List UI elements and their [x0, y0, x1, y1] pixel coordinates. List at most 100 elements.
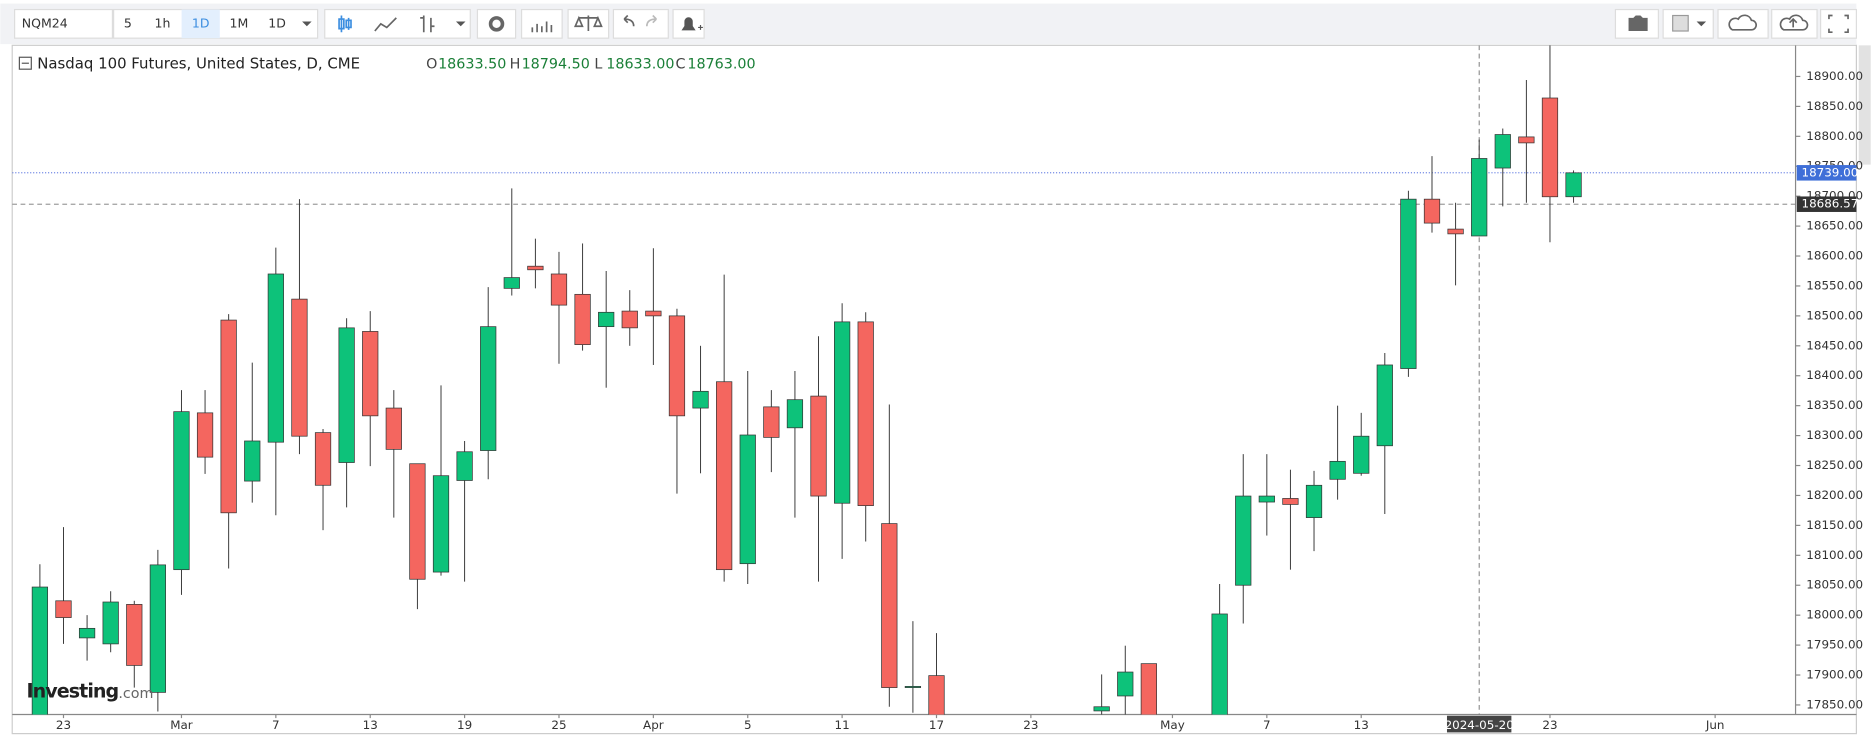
symbol: NQM24	[22, 15, 68, 30]
last-price-badge	[1796, 165, 1857, 181]
x-tick-label: 13	[363, 718, 378, 732]
y-tick-label: 18250.00	[1806, 458, 1863, 472]
y-tick-label: 18000.00	[1806, 608, 1863, 622]
candle-body	[314, 432, 332, 486]
candle-body	[786, 399, 804, 429]
y-tick-label: 18850.00	[1806, 99, 1863, 113]
candle-body	[621, 310, 638, 329]
camera-icon	[1628, 15, 1648, 32]
candle-body	[503, 277, 520, 289]
candle-icon[interactable]	[338, 15, 352, 33]
candle-body	[668, 315, 686, 417]
x-tick-label: 17	[929, 718, 944, 732]
candle-body	[409, 463, 426, 580]
y-tick-label: 18500.00	[1806, 308, 1863, 322]
y-tick-label: 18550.00	[1806, 278, 1863, 292]
candle-body	[763, 406, 780, 438]
chart-title: Nasdaq 100 Futures, United States, D, CM…	[37, 54, 360, 72]
y-tick-label: 18300.00	[1806, 428, 1863, 442]
y-tick-label: 18600.00	[1806, 249, 1863, 263]
symbol-box[interactable]	[14, 8, 114, 39]
cloud-icon	[1728, 14, 1757, 31]
watermark-brand: Investing	[27, 680, 119, 702]
candle-body	[1447, 228, 1464, 235]
ohlc-key: C	[675, 56, 685, 72]
line-icon[interactable]	[374, 17, 397, 32]
y-tick-label: 18450.00	[1806, 338, 1863, 352]
candle-body	[857, 321, 874, 506]
interval-button[interactable]: 1M	[229, 15, 248, 30]
candle-body	[432, 475, 450, 573]
plot-area	[12, 45, 1796, 715]
candle-body	[1258, 495, 1275, 503]
y-tick-label: 17850.00	[1806, 697, 1863, 711]
crosshair-x-label: 2024-05-20	[1445, 718, 1514, 732]
candle-body	[362, 331, 379, 417]
redo-icon[interactable]	[645, 14, 657, 27]
undo-icon[interactable]	[623, 14, 635, 27]
layout-icon	[1672, 14, 1689, 32]
y-tick-label: 18200.00	[1806, 488, 1863, 502]
candle-body	[1282, 498, 1299, 505]
y-tick-label: 18800.00	[1806, 129, 1863, 143]
bar-icon[interactable]	[420, 15, 435, 33]
settings-button[interactable]	[476, 8, 517, 39]
x-tick-label: 19	[457, 718, 472, 732]
ohlc-value: 18763.00	[687, 56, 755, 72]
x-tick-label: Apr	[643, 718, 664, 732]
candle-body	[904, 686, 922, 688]
candle-body	[1471, 158, 1488, 237]
x-tick-label: 5	[744, 718, 752, 732]
interval-active	[181, 9, 220, 39]
chart-frame	[11, 44, 1857, 735]
candle-body	[716, 381, 733, 571]
ohlc-legend: O 18633.50 H 18794.50 L 18633.00 C 18763.00	[426, 56, 755, 72]
interval-button[interactable]: 1D	[268, 15, 286, 30]
y-tick-label: 18650.00	[1806, 219, 1863, 233]
save-button[interactable]	[1771, 8, 1818, 39]
candle-body	[1423, 198, 1441, 224]
chart-type-group	[324, 8, 471, 39]
candle-body	[291, 298, 308, 437]
candle-body	[810, 395, 827, 497]
candle-body	[126, 604, 143, 666]
candle-body	[1494, 134, 1511, 169]
candle-body	[267, 273, 284, 443]
candle-body	[645, 310, 662, 317]
interval-button[interactable]: 1D	[192, 15, 210, 30]
dropdown-arrow[interactable]	[455, 21, 466, 27]
candle-body	[1353, 435, 1370, 474]
candle-body	[527, 265, 544, 271]
dropdown-arrow[interactable]	[302, 21, 312, 27]
candle-body	[574, 293, 591, 345]
last-price-label: 18739.00	[1802, 165, 1859, 179]
candle-body	[31, 586, 49, 715]
y-tick-label: 17900.00	[1806, 668, 1863, 682]
y-tick-label: 18350.00	[1806, 398, 1863, 412]
indicators-button[interactable]	[520, 8, 563, 39]
y-tick-label: 18400.00	[1806, 368, 1863, 382]
watermark-suffix: .com	[118, 686, 153, 702]
candle-body	[385, 407, 402, 450]
candle-body	[55, 600, 72, 618]
candle-body	[173, 411, 190, 571]
candle-body	[834, 321, 851, 504]
candle-body	[1117, 671, 1134, 697]
candle-body	[244, 440, 261, 482]
x-tick-label: 23	[1542, 718, 1557, 732]
x-tick-label: 13	[1354, 718, 1369, 732]
fullscreen-button[interactable]	[1820, 8, 1857, 39]
ohlc-key: H	[510, 56, 521, 72]
interval-button[interactable]: 5	[124, 15, 132, 30]
interval-button[interactable]: 1h	[155, 15, 171, 30]
ohlc-key: O	[426, 56, 437, 72]
crosshair-y-label: 18686.57	[1802, 197, 1859, 211]
crosshair-y-badge	[1796, 196, 1857, 212]
scrollbar[interactable]	[1858, 45, 1871, 165]
load-button[interactable]	[1717, 8, 1769, 39]
interval-buttons: 5 1h 1D 1M 1D	[113, 8, 319, 39]
dropdown-arrow[interactable]	[1696, 21, 1707, 27]
